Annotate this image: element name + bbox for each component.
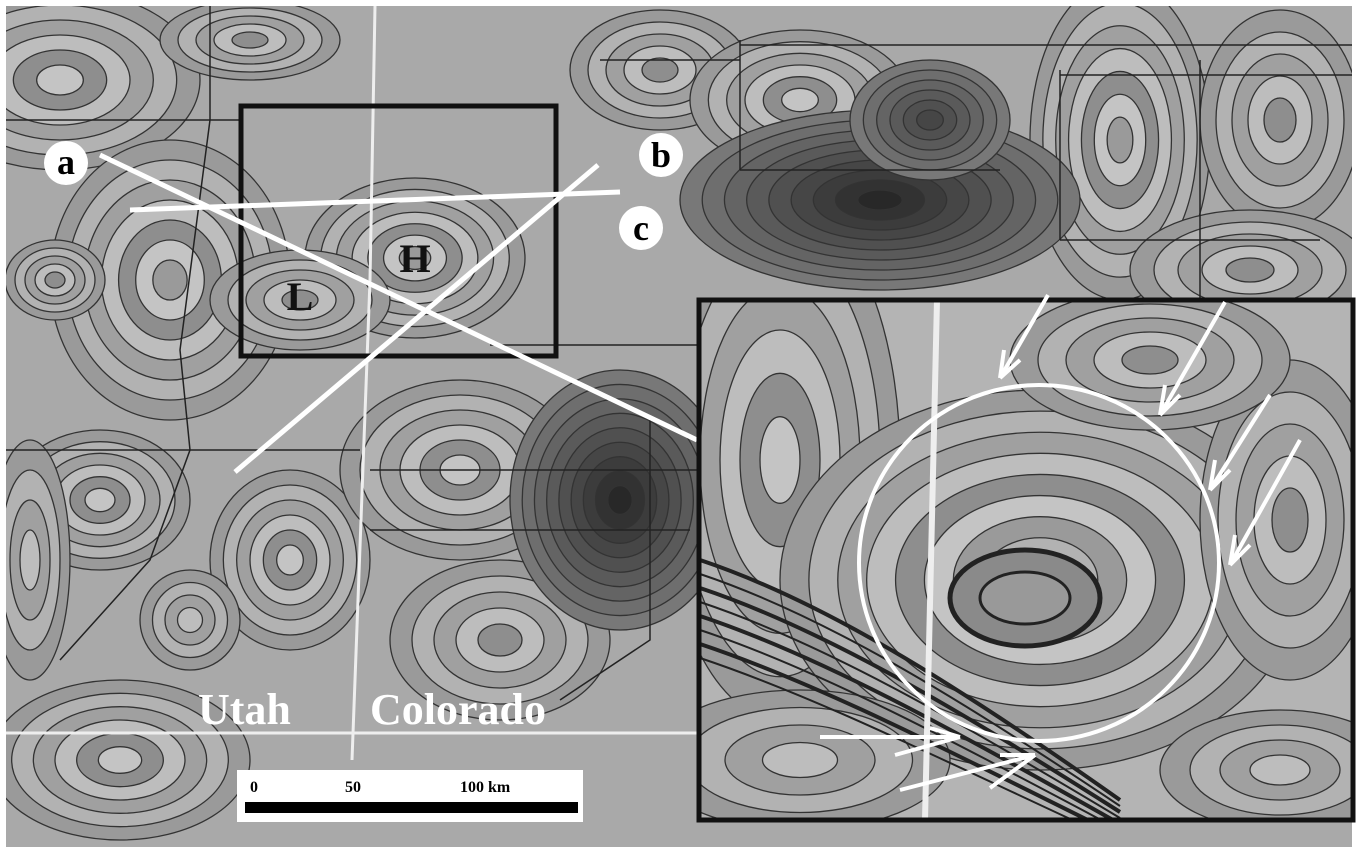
contour xyxy=(1264,98,1296,142)
high-label: H xyxy=(399,236,430,281)
contour xyxy=(608,486,632,515)
profile-label: c xyxy=(633,208,649,248)
contour xyxy=(782,88,819,111)
contour xyxy=(85,488,115,511)
contour xyxy=(20,530,40,590)
contour xyxy=(642,58,678,82)
scale-bar-segment xyxy=(245,802,578,813)
profile-label: b xyxy=(651,135,671,175)
contour xyxy=(98,747,141,774)
contour xyxy=(1250,755,1310,785)
contour xyxy=(478,624,522,656)
contour xyxy=(760,417,800,504)
scale-bar: 0 50 100 km xyxy=(237,770,583,822)
low-label: L xyxy=(287,274,314,319)
contour xyxy=(153,260,187,300)
contour xyxy=(45,272,65,288)
scale-bar-background xyxy=(237,770,583,822)
contour xyxy=(232,32,268,48)
profile-label: a xyxy=(57,142,75,182)
contour xyxy=(37,65,84,95)
contour xyxy=(277,545,304,575)
scale-tick-label: 0 xyxy=(250,779,258,796)
contour xyxy=(980,572,1070,624)
contour xyxy=(917,110,944,130)
state-label: Colorado xyxy=(370,685,546,734)
scale-tick-label: 50 xyxy=(345,779,361,796)
contour xyxy=(178,608,203,633)
map: 0 50 100 km a b c H L Utah Colorado xyxy=(0,0,1358,853)
contour xyxy=(763,743,838,778)
contour xyxy=(1272,488,1308,552)
contour xyxy=(1226,258,1274,282)
contour xyxy=(1107,117,1133,163)
contour xyxy=(858,190,902,210)
state-label: Utah xyxy=(198,685,291,734)
contour xyxy=(1122,346,1178,374)
scale-tick-label: 100 km xyxy=(460,779,511,796)
